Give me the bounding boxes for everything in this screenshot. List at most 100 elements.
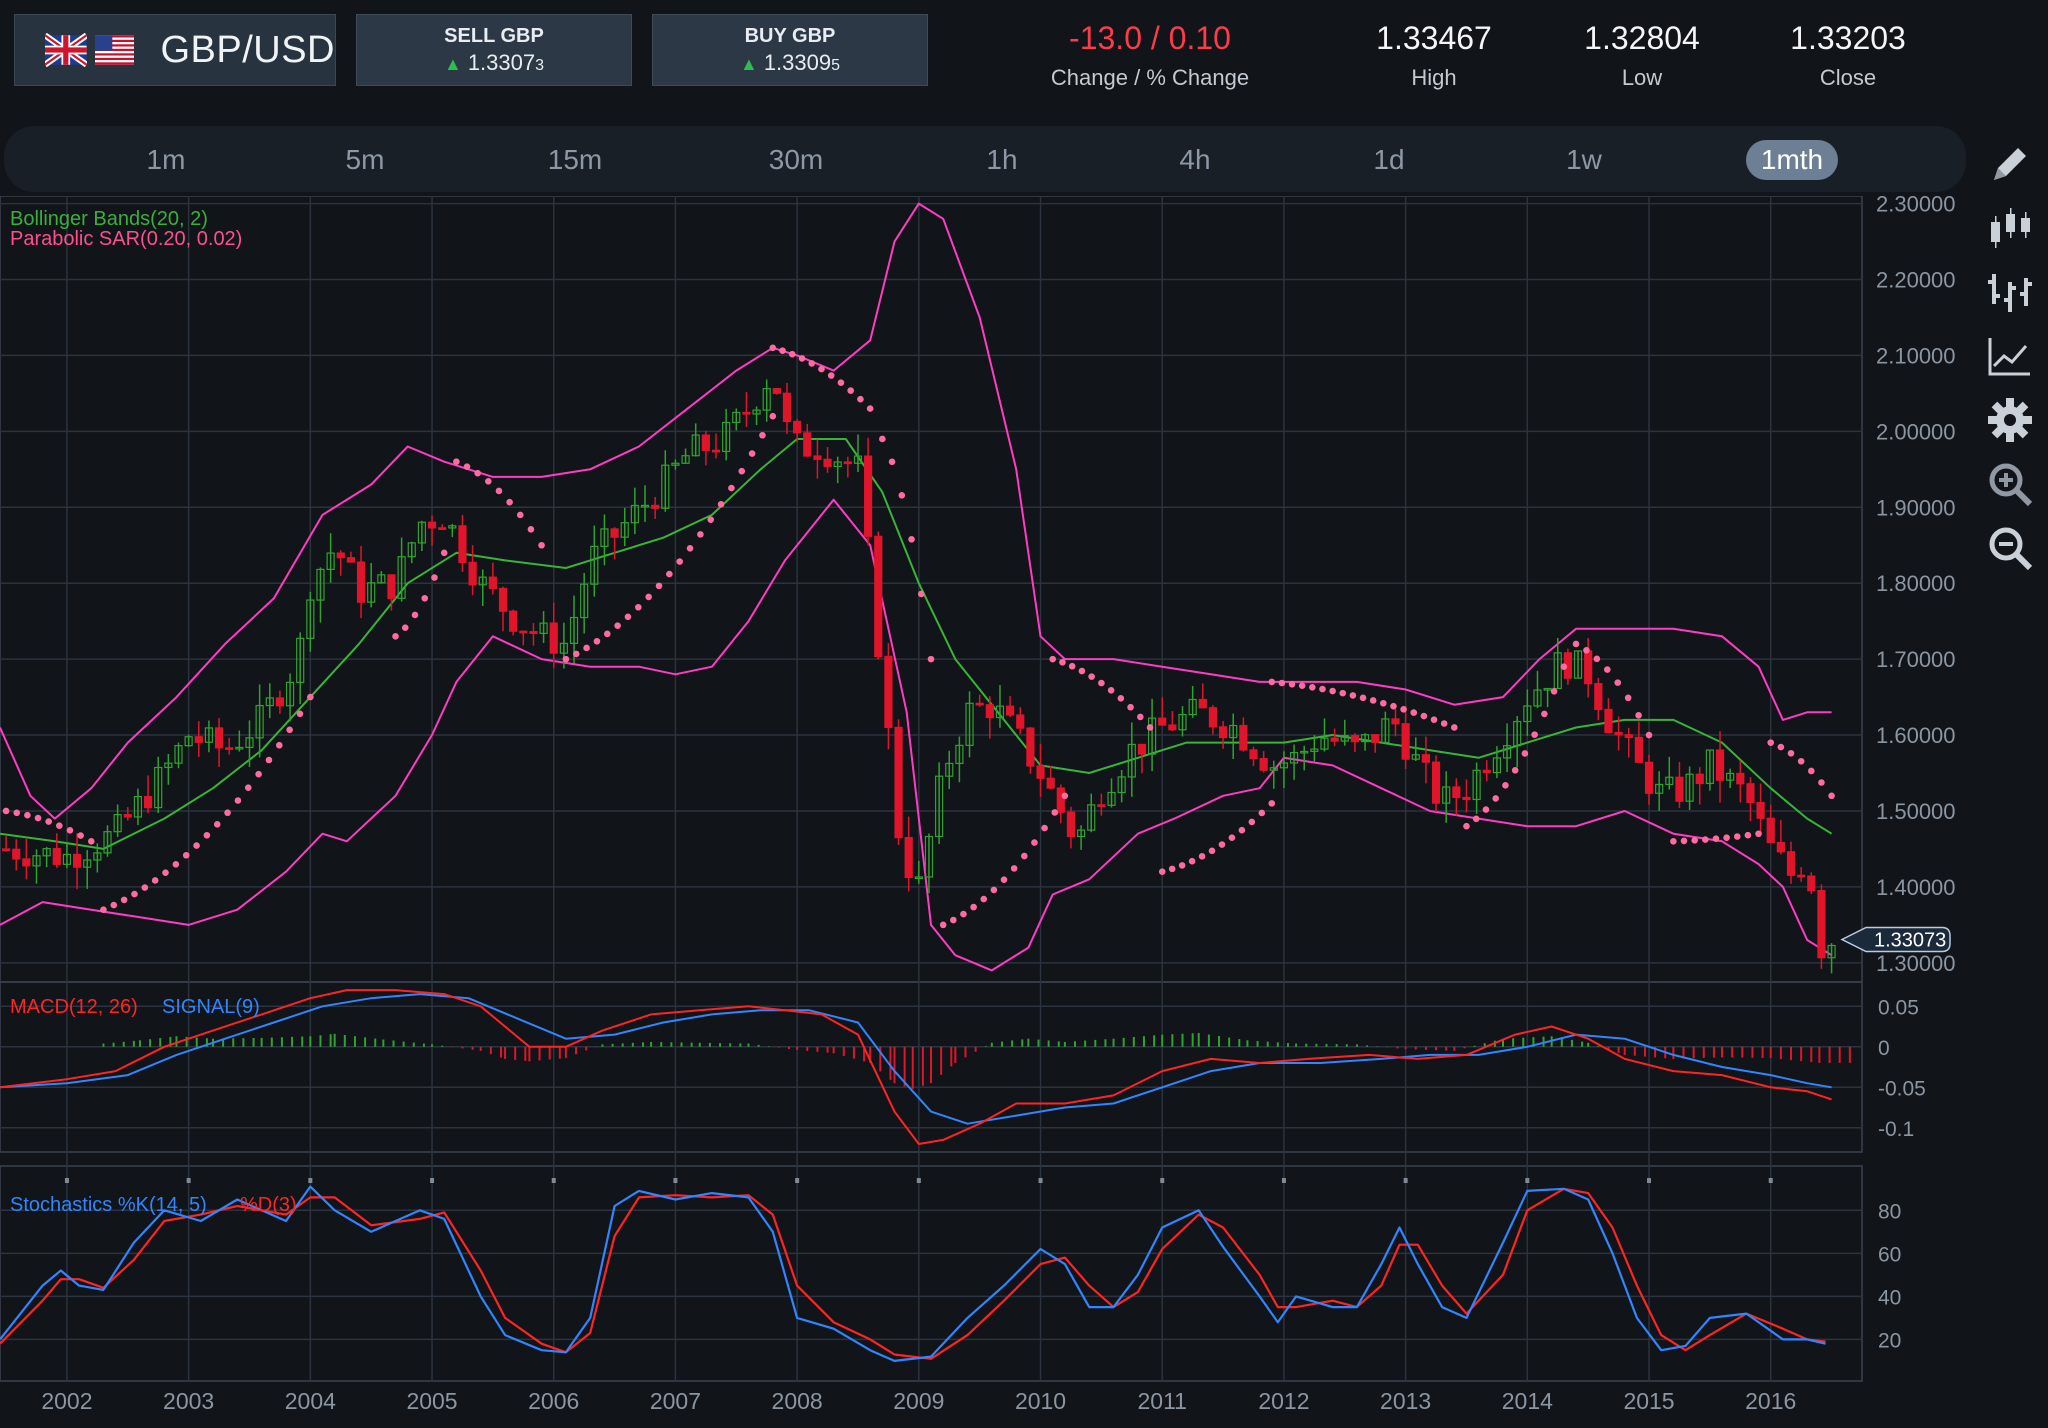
candle-up: [853, 455, 863, 464]
year-tick-label: 2016: [1745, 1388, 1796, 1414]
candle-down: [336, 552, 345, 559]
year-tick-label: 2013: [1380, 1388, 1431, 1414]
candle-down: [1401, 723, 1410, 760]
candle-down: [1208, 707, 1218, 728]
sar-dot: [1712, 835, 1720, 842]
candle-down: [1807, 875, 1816, 892]
candle-up: [1705, 749, 1714, 785]
sar-dot: [1369, 697, 1377, 704]
candle-down: [1786, 851, 1796, 876]
buy-button[interactable]: BUY GBP ▲ 1.33095: [652, 14, 928, 86]
sar-dot: [1059, 658, 1066, 666]
sar-dot: [276, 741, 283, 749]
candle-up: [255, 704, 264, 739]
ohlc-bars-icon[interactable]: [1986, 268, 2034, 316]
candle-down: [1026, 727, 1035, 767]
candle-up: [478, 576, 487, 586]
buy-price: ▲ 1.33095: [653, 50, 927, 76]
buy-label: BUY GBP: [744, 25, 836, 47]
sar-dot: [1218, 841, 1226, 848]
sar-dot: [676, 558, 683, 565]
sell-button[interactable]: SELL GBP ▲ 1.33073: [356, 14, 632, 86]
candle-down: [904, 837, 913, 879]
sar-dot: [1755, 830, 1762, 838]
sar-dot: [1258, 809, 1266, 817]
sar-dot: [516, 511, 524, 519]
sar-dot: [686, 545, 694, 552]
candle-down: [1756, 801, 1765, 819]
price-tick-label: 1.80000: [1876, 571, 1956, 596]
price-tick-label: 1.40000: [1876, 875, 1956, 900]
candle-up: [833, 461, 842, 468]
timeframe-1m[interactable]: 1m: [146, 144, 186, 175]
timeframe-1mth[interactable]: 1mth: [1746, 140, 1838, 180]
candle-down: [782, 392, 792, 423]
candle-down: [214, 727, 224, 749]
candle-up: [326, 552, 335, 570]
bollinger-legend: Bollinger Bands(20, 2): [10, 208, 208, 230]
sar-dot: [172, 860, 180, 868]
candle-down: [549, 622, 558, 654]
price-tick-label: 2.30000: [1876, 196, 1956, 217]
sar-dot: [572, 650, 580, 658]
candle-up: [924, 835, 934, 878]
timeframe-1d[interactable]: 1d: [1373, 144, 1405, 175]
sar-dot: [1049, 655, 1056, 663]
candle-down: [803, 432, 812, 457]
candle-down: [427, 521, 437, 529]
candle-up: [1726, 772, 1735, 781]
candle-up: [1655, 783, 1664, 794]
sar-dot: [1078, 667, 1086, 675]
candle-down: [793, 420, 802, 434]
sar-dot: [1188, 857, 1196, 865]
year-tick-label: 2002: [41, 1388, 92, 1414]
candle-up: [1107, 791, 1116, 806]
zoom-out-icon[interactable]: [1986, 524, 2034, 572]
timeframe-1w[interactable]: 1w: [1566, 144, 1602, 175]
sar-dot: [980, 895, 988, 903]
instrument-selector[interactable]: GBP/USD: [14, 14, 336, 86]
quote-header: GBP/USD SELL GBP ▲ 1.33073 BUY GBP ▲ 1.330…: [0, 0, 2048, 125]
sar-dot: [970, 903, 977, 911]
timeframe-15m[interactable]: 15m: [547, 144, 603, 175]
year-tick-label: 2004: [285, 1388, 336, 1414]
pencil-icon[interactable]: [1986, 140, 2034, 188]
year-tick-label: 2006: [528, 1388, 579, 1414]
sar-dot: [1614, 679, 1622, 686]
sar-dot: [100, 906, 107, 913]
price-chart[interactable]: 2.30000 2.20000 2.10000 2.00000 1.90000 1.800…: [0, 196, 1970, 1428]
candle-down: [1016, 714, 1025, 729]
candle-up: [1665, 776, 1674, 786]
sar-dot: [1502, 782, 1509, 789]
timeframe-4h[interactable]: 4h: [1179, 144, 1211, 175]
high-label: High: [1411, 65, 1457, 90]
sar-dot: [1702, 836, 1709, 843]
timeframe-30m[interactable]: 30m: [768, 144, 824, 175]
candle-down: [1330, 737, 1339, 742]
candlestick-icon[interactable]: [1986, 204, 2034, 252]
sar-dot: [1472, 815, 1480, 823]
change-value: -13.0 / 0.10: [1069, 20, 1231, 56]
sar-legend: Parabolic SAR(0.20, 0.02): [10, 228, 242, 250]
candle-down: [1137, 743, 1147, 755]
candle-up: [83, 859, 92, 868]
candle-down: [1371, 734, 1380, 744]
last-price-tag: [1840, 926, 1951, 953]
year-tick-label: 2009: [893, 1388, 944, 1414]
candle-down: [1634, 736, 1643, 763]
timeframe-1h[interactable]: 1h: [986, 144, 1018, 175]
sar-dot: [431, 574, 438, 581]
candle-up: [1513, 720, 1522, 747]
timeframe-5m[interactable]: 5m: [345, 144, 385, 175]
candle-up: [1147, 717, 1157, 755]
sar-dot: [506, 498, 513, 506]
line-chart-icon[interactable]: [1986, 332, 2034, 380]
bollinger-upper-band: [0, 202, 1832, 820]
high-value: 1.33467: [1376, 20, 1492, 56]
candle-up: [681, 455, 690, 464]
gear-icon[interactable]: [1986, 396, 2034, 444]
sell-label: SELL GBP: [444, 25, 544, 47]
instrument-name: GBP/USD: [160, 28, 335, 71]
zoom-in-icon[interactable]: [1986, 460, 2034, 508]
sar-dot: [66, 827, 74, 834]
